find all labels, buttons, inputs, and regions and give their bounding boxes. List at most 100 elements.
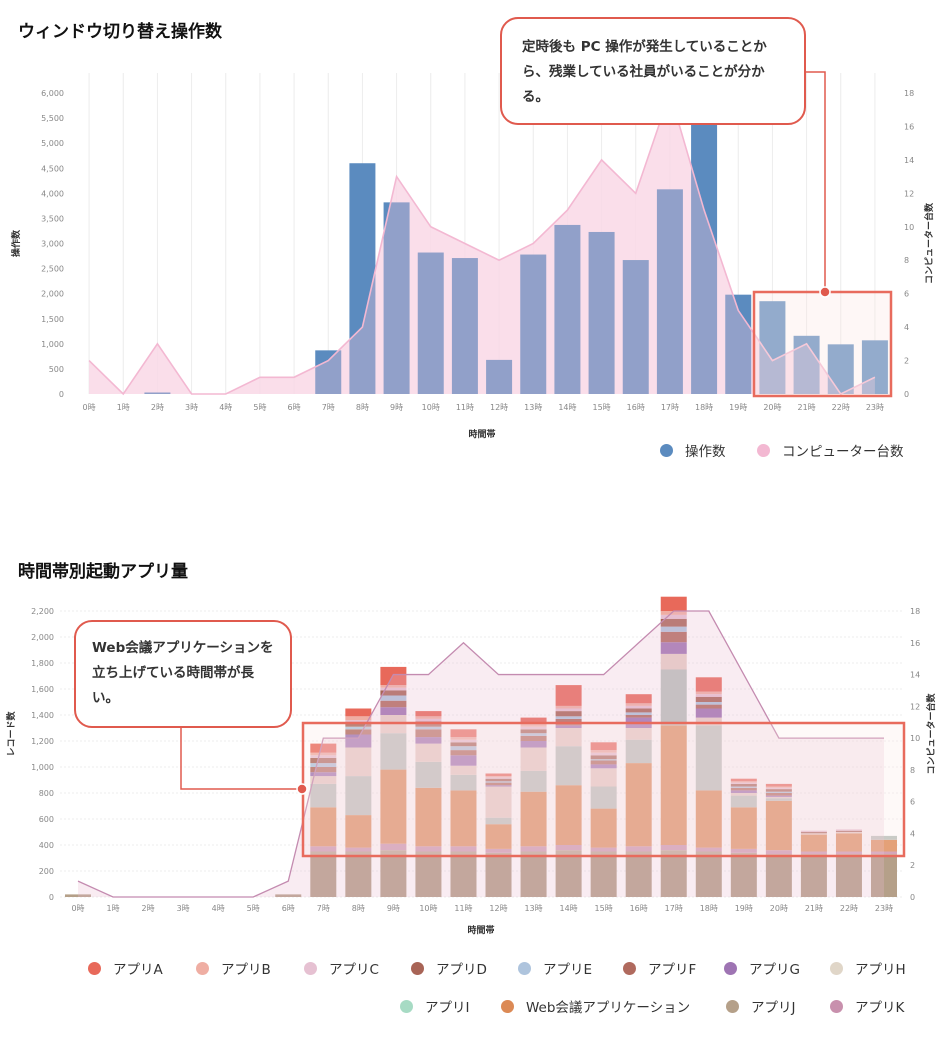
y2-tick-label: 2 [910, 861, 915, 870]
bar-segment [765, 854, 792, 897]
bar-segment [345, 720, 372, 723]
bar-operations [554, 224, 581, 394]
bar-segment [800, 834, 827, 852]
y-tick-label: 3,000 [41, 240, 64, 249]
y-tick-label: 800 [39, 789, 54, 798]
bar-segment [695, 717, 722, 726]
connector-dot [296, 783, 308, 795]
bar-segment [590, 759, 617, 761]
y-tick-label: 0 [59, 390, 64, 399]
bar-operations [827, 344, 854, 394]
bar-segment [765, 850, 792, 855]
bar-segment [380, 700, 407, 708]
x-tick-label: 3時 [185, 403, 198, 412]
legend-item: Web会議アプリケーション [501, 996, 690, 1016]
bar-segment [345, 729, 372, 735]
legend-label: アプリG [749, 962, 800, 978]
bar-segment [765, 796, 792, 799]
bar-segment [380, 769, 407, 844]
bar-segment [625, 851, 652, 897]
bar-segment [765, 798, 792, 801]
bar-segment [625, 712, 652, 715]
bar-segment [380, 690, 407, 696]
bar-segment [520, 791, 547, 847]
bar-segment [450, 790, 477, 847]
bar-segment [345, 722, 372, 727]
x-tick-label: 19時 [735, 904, 753, 913]
y2-tick-label: 10 [904, 223, 914, 232]
bar-segment [485, 824, 512, 849]
bar-segment [660, 653, 687, 670]
overtime-callout: 定時後も PC 操作が発生していることから、残業している社員がいることが分かる。 [500, 17, 806, 125]
y2-tick-label: 0 [904, 390, 909, 399]
y2-axis-label: コンピューター台数 [923, 202, 935, 284]
bar-segment [660, 614, 687, 619]
bar-segment [660, 618, 687, 627]
x-tick-label: 14時 [558, 403, 576, 412]
x-tick-label: 5時 [247, 904, 260, 913]
bar-segment [345, 708, 372, 717]
bar-operations [315, 350, 342, 394]
x-tick-label: 15時 [592, 403, 610, 412]
legend-item: アプリC [304, 958, 379, 978]
bar-segment [555, 728, 582, 747]
bar-operations [486, 359, 513, 394]
legend-swatch [501, 999, 514, 1013]
bar-segment [765, 800, 792, 851]
bar-segment [310, 767, 337, 773]
bar-operations [691, 109, 718, 394]
bar-segment [485, 776, 512, 778]
bar-segment [730, 790, 757, 793]
highlight-box [752, 290, 893, 398]
bar-segment [625, 703, 652, 706]
x-tick-label: 0時 [71, 904, 84, 913]
x-tick-label: 19時 [729, 403, 747, 412]
x-tick-label: 4時 [219, 403, 232, 412]
legend-label: 操作数 [685, 444, 726, 460]
bar-segment [345, 851, 372, 897]
bar-segment [555, 845, 582, 851]
chart2-title: 時間帯別起動アプリ量 [18, 562, 188, 582]
bar-segment [380, 695, 407, 701]
bar-segment [555, 746, 582, 786]
bar-segment [450, 846, 477, 852]
bar-segment [450, 746, 477, 751]
legend-swatch [518, 961, 531, 975]
x-tick-label: 7時 [322, 403, 335, 412]
y-tick-label: 6,000 [41, 89, 64, 98]
y2-tick-label: 12 [904, 189, 914, 198]
bar-segment [450, 739, 477, 743]
legend-swatch [411, 961, 424, 975]
bar-segment [625, 705, 652, 709]
bar-segment [730, 807, 757, 849]
bar-segment [590, 752, 617, 756]
x-tick-label: 17時 [661, 403, 679, 412]
x-tick-label: 4時 [212, 904, 225, 913]
bar-segment [555, 705, 582, 709]
bar-segment [625, 708, 652, 713]
bar-segment [345, 726, 372, 730]
bar-segment [695, 702, 722, 705]
bar-segment [65, 894, 91, 897]
legend-item: アプリA [88, 958, 163, 978]
bar-segment [660, 611, 687, 615]
x-axis-label: 時間帯 [467, 924, 494, 936]
x-tick-label: 1時 [106, 904, 119, 913]
y-tick-label: 1,000 [31, 763, 54, 772]
legend-swatch [400, 999, 413, 1013]
legend-item: アプリF [623, 958, 696, 978]
bar-segment [485, 785, 512, 787]
legend-item: アプリB [196, 958, 271, 978]
bar-segment [695, 691, 722, 695]
bar-segment [590, 750, 617, 753]
bar-segment [555, 850, 582, 897]
y-tick-label: 500 [49, 365, 64, 374]
bar-segment [730, 778, 757, 782]
x-tick-label: 6時 [282, 904, 295, 913]
bar-segment [871, 851, 897, 855]
x-tick-label: 18時 [695, 403, 713, 412]
y-tick-label: 4,000 [41, 189, 64, 198]
legend-swatch [724, 961, 737, 975]
legend-label: アプリK [855, 1000, 905, 1016]
bar-segment [800, 854, 827, 897]
